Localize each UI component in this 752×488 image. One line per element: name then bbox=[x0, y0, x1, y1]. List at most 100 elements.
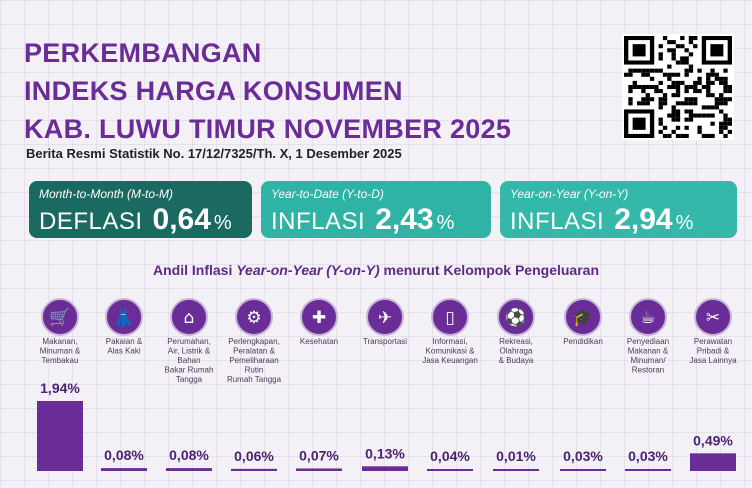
yoy-period: Year-on-Year (Y-on-Y) bbox=[510, 187, 629, 201]
bar-2 bbox=[101, 468, 147, 471]
category-label: Perumahan, bbox=[167, 337, 211, 346]
ytd-value: 2,43 bbox=[375, 203, 434, 236]
category-label: Peralatan & bbox=[233, 347, 275, 356]
category-label: Minuman/ bbox=[630, 356, 666, 365]
yoy-unit: % bbox=[675, 212, 694, 234]
yoy-value: 2,94 bbox=[614, 203, 673, 236]
category-label: Penyediaan bbox=[627, 337, 669, 346]
category-label: Minuman & bbox=[40, 347, 81, 356]
category-label: Makanan & bbox=[628, 347, 669, 356]
svg-text:⚽: ⚽ bbox=[504, 307, 526, 328]
category-label: Bahan bbox=[177, 356, 200, 365]
bar-3 bbox=[166, 468, 212, 471]
category-label: Tembakau bbox=[42, 356, 79, 365]
bar-6 bbox=[362, 466, 408, 471]
category-label: Olahraga bbox=[500, 347, 533, 356]
category-label: Rekreasi, bbox=[499, 337, 533, 346]
category-label: Jasa Lainnya bbox=[689, 356, 737, 365]
bar-5 bbox=[296, 468, 342, 471]
food-basket-icon: 🛒 bbox=[41, 298, 79, 336]
svg-text:🎓: 🎓 bbox=[572, 308, 593, 328]
ytd-unit: % bbox=[436, 212, 455, 234]
category-label: Perawatan bbox=[694, 337, 732, 346]
ytd-kind: INFLASI bbox=[271, 208, 366, 235]
category-label: Bakar Rumah bbox=[165, 366, 214, 375]
category-label: Pribadi & bbox=[697, 347, 730, 356]
svg-text:▯: ▯ bbox=[445, 308, 454, 328]
bar-9 bbox=[560, 469, 606, 471]
value-label: 0,03% bbox=[628, 448, 668, 464]
health-kit-icon: ✚ bbox=[300, 298, 338, 336]
airplane-icon: ✈ bbox=[366, 298, 404, 336]
bar-11 bbox=[690, 453, 736, 471]
svg-text:🛒: 🛒 bbox=[49, 307, 70, 328]
soccer-icon: ⚽ bbox=[497, 298, 535, 336]
category-label: Air, Listrik & bbox=[168, 347, 211, 356]
chart-title-prefix: Andil Inflasi bbox=[153, 262, 237, 278]
title-line-2: INDEKS HARGA KONSUMEN bbox=[24, 76, 403, 106]
bar-8 bbox=[493, 469, 539, 471]
value-label: 1,94% bbox=[40, 380, 80, 396]
category-label: Pakaian & bbox=[106, 337, 143, 346]
mtm-kind: DEFLASI bbox=[39, 208, 143, 235]
category-label: Transportasi bbox=[363, 337, 407, 346]
category-label: Pendidikan bbox=[563, 337, 603, 346]
value-label: 0,04% bbox=[430, 448, 470, 464]
ytd-card: Year-to-Date (Y-to-D) INFLASI 2,43 % bbox=[261, 181, 491, 238]
value-label: 0,01% bbox=[496, 448, 536, 464]
chart-title-italic: Year-on-Year (Y-on-Y) bbox=[236, 262, 380, 278]
mtm-card: Month-to-Month (M-to-M) DEFLASI 0,64 % bbox=[29, 181, 252, 238]
title-line-3: KAB. LUWU TIMUR NOVEMBER 2025 bbox=[24, 114, 512, 144]
svg-text:✈: ✈ bbox=[378, 308, 392, 328]
bar-10 bbox=[625, 469, 671, 471]
mtm-unit: % bbox=[213, 212, 232, 234]
qr-code-icon[interactable] bbox=[622, 34, 734, 140]
category-label: Perlengkapan, bbox=[228, 337, 280, 346]
category-label: Rutin bbox=[245, 366, 264, 375]
bar-1 bbox=[37, 401, 83, 471]
yoy-card: Year-on-Year (Y-on-Y) INFLASI 2,94 % bbox=[500, 181, 737, 238]
category-label: Pemeliharaan bbox=[229, 356, 278, 365]
chart-title: Andil Inflasi Year-on-Year (Y-on-Y) menu… bbox=[0, 262, 752, 278]
value-label: 0,06% bbox=[234, 448, 274, 464]
value-label: 0,13% bbox=[365, 445, 405, 461]
value-label: 0,08% bbox=[104, 447, 144, 463]
category-label: & Budaya bbox=[499, 356, 534, 365]
dress-icon: 👗 bbox=[105, 298, 143, 336]
svg-text:⚙: ⚙ bbox=[246, 308, 261, 328]
category-label: Alas Kaki bbox=[107, 347, 141, 356]
ytd-period: Year-to-Date (Y-to-D) bbox=[271, 187, 384, 201]
category-label: Jasa Keuangan bbox=[422, 356, 478, 365]
svg-text:✂: ✂ bbox=[706, 308, 720, 328]
svg-text:⌂: ⌂ bbox=[184, 308, 195, 328]
svg-text:✚: ✚ bbox=[312, 308, 326, 328]
chart-title-suffix: menurut Kelompok Pengeluaran bbox=[379, 262, 600, 278]
category-label: Tangga bbox=[176, 375, 203, 384]
mtm-period: Month-to-Month (M-to-M) bbox=[39, 187, 174, 201]
value-label: 0,07% bbox=[299, 447, 339, 463]
yoy-kind: INFLASI bbox=[510, 208, 605, 235]
value-label: 0,49% bbox=[693, 432, 733, 448]
page-title: PERKEMBANGAN INDEKS HARGA KONSUMEN KAB. … bbox=[24, 34, 511, 148]
house-icon: ⌂ bbox=[170, 298, 208, 336]
category-label: Komunikasi & bbox=[426, 347, 476, 356]
svg-text:👗: 👗 bbox=[113, 307, 134, 328]
svg-text:☕: ☕ bbox=[640, 308, 655, 328]
mtm-value: 0,64 bbox=[152, 203, 211, 236]
category-label: Kesehatan bbox=[300, 337, 338, 346]
food-service-icon: ☕ bbox=[629, 298, 667, 336]
report-subtitle: Berita Resmi Statistik No. 17/12/7325/Th… bbox=[26, 146, 402, 161]
value-label: 0,08% bbox=[169, 447, 209, 463]
appliance-icon: ⚙ bbox=[235, 298, 273, 336]
value-label: 0,03% bbox=[563, 448, 603, 464]
category-label: Makanan, bbox=[42, 337, 77, 346]
category-label: Informasi, bbox=[432, 337, 467, 346]
category-label: Restoran bbox=[632, 366, 664, 375]
title-line-1: PERKEMBANGAN bbox=[24, 38, 262, 68]
bar-4 bbox=[231, 468, 277, 471]
graduation-cap-icon: 🎓 bbox=[564, 298, 602, 336]
bar-7 bbox=[427, 469, 473, 471]
smartphone-icon: ▯ bbox=[431, 298, 469, 336]
category-label: Rumah Tangga bbox=[227, 375, 282, 384]
